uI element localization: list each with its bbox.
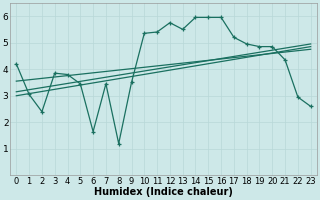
X-axis label: Humidex (Indice chaleur): Humidex (Indice chaleur): [94, 187, 233, 197]
